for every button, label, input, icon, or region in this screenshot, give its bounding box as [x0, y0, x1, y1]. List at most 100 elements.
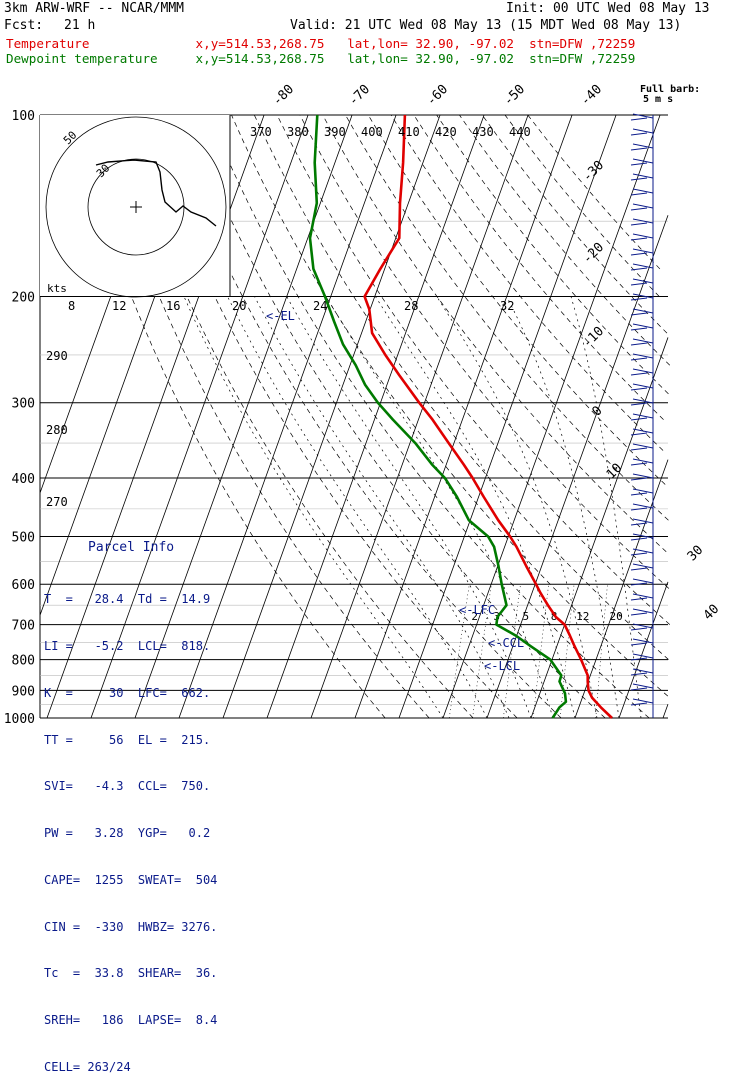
wind-barb — [630, 477, 648, 481]
wind-barb — [630, 162, 648, 166]
wind-barb — [632, 143, 654, 149]
isotherm-right-label: 40 — [701, 602, 723, 624]
isotherm-line — [398, 114, 617, 719]
pressure-tick-label: 100 — [12, 109, 35, 124]
isotherm-right-label: -30 — [580, 158, 607, 185]
dry-adiabat — [459, 114, 671, 366]
theta-label: 440 — [509, 125, 531, 139]
dry-adiabat — [322, 114, 667, 552]
wind-barb — [630, 642, 648, 646]
moist-adiabat — [183, 296, 444, 719]
forecast-label: Fcst: — [4, 18, 44, 33]
dry-adiabat — [117, 114, 474, 719]
wind-barb — [632, 563, 654, 569]
hodograph-speed-label: 8 — [68, 299, 75, 313]
pressure-tick-label: 500 — [12, 530, 35, 545]
wind-barb — [632, 308, 654, 314]
parcel-info-title: Parcel Info — [88, 540, 175, 555]
dry-adiabat — [231, 114, 669, 697]
mixing-ratio-label: 12 — [576, 610, 589, 623]
pressure-tick-label: 900 — [12, 684, 35, 699]
wind-barb — [630, 192, 648, 196]
wind-barb — [632, 293, 654, 299]
isotherm-line — [310, 114, 529, 719]
dry-adiabat — [345, 114, 669, 521]
wind-barb — [630, 222, 648, 226]
theta-label: 420 — [435, 125, 457, 139]
lcl-marker: <-LCL — [484, 659, 521, 673]
mixing-ratio-label: 20 — [610, 610, 623, 623]
theta-left-label: 290 — [46, 349, 68, 363]
dry-adiabat — [94, 114, 430, 719]
parcel-row: TT = 56 EL = 215. — [44, 732, 211, 747]
theta-label: 380 — [287, 125, 309, 139]
wind-barb — [630, 612, 648, 616]
el-marker: <-EL — [266, 309, 295, 323]
wind-barb — [630, 237, 648, 241]
pressure-tick-label: 400 — [12, 472, 35, 487]
wind-barb — [630, 312, 648, 316]
isotherm-top-label: -50 — [501, 82, 528, 109]
wind-barb — [632, 323, 654, 329]
hodograph-speed-label: 16 — [166, 299, 180, 313]
theta-left-label: 270 — [46, 495, 68, 509]
moist-adiabat — [436, 296, 598, 719]
wind-barb — [632, 518, 654, 524]
wind-barb — [632, 338, 654, 344]
wind-barb — [630, 522, 648, 526]
dry-adiabat — [140, 114, 518, 719]
mixing-ratio-line — [595, 584, 608, 719]
wind-barb — [632, 683, 654, 689]
temperature-profile — [363, 114, 613, 719]
wind-barb — [630, 252, 648, 256]
isotherm-top-label: -80 — [270, 82, 297, 109]
theta-label: 400 — [361, 125, 383, 139]
isotherm-right-label: -10 — [580, 324, 607, 351]
wind-barb — [632, 188, 654, 194]
dry-adiabat — [71, 114, 386, 719]
isotherm-line — [354, 114, 573, 719]
model-title: 3km ARW-WRF -- NCAR/MMM — [4, 1, 185, 16]
wind-barb — [630, 447, 648, 451]
wind-barb — [630, 537, 648, 541]
wind-barb — [630, 342, 648, 346]
wind-barb — [632, 248, 654, 254]
parcel-row: K = 30 LFC= 662. — [44, 685, 211, 700]
mixing-ratio-label: 5 — [523, 610, 530, 623]
moist-adiabat — [570, 296, 642, 719]
barb-scale-line1: Full barb: — [640, 84, 701, 95]
wind-barb — [630, 117, 648, 121]
temperature-legend: Temperature x,y=514.53,268.75 lat,lon= 3… — [6, 36, 636, 51]
isotherm-top-label: -40 — [578, 82, 605, 109]
pressure-tick-label: 1000 — [4, 712, 35, 727]
dewpoint-profile — [308, 114, 568, 719]
pressure-tick-label: 300 — [12, 397, 35, 412]
dry-adiabat — [185, 114, 606, 719]
wind-barb — [630, 132, 648, 136]
wind-barb — [632, 548, 654, 554]
dry-adiabat — [208, 114, 650, 719]
pressure-tick-label: 200 — [12, 291, 35, 306]
wind-barb — [632, 158, 654, 164]
lfc-marker: <-LFC — [459, 603, 496, 617]
wind-barb — [630, 387, 648, 391]
wind-barb — [630, 627, 648, 631]
wind-barb — [632, 383, 654, 389]
wind-barb — [630, 372, 648, 376]
wind-barb — [630, 297, 648, 301]
isotherm-top-label: -60 — [424, 82, 451, 109]
parcel-row: T = 28.4 Td = 14.9 — [44, 592, 211, 607]
wind-barb — [630, 507, 648, 511]
wind-barb — [632, 128, 654, 134]
pressure-tick-label: 800 — [12, 654, 35, 669]
wind-barb — [632, 263, 654, 269]
dry-adiabat — [527, 114, 661, 270]
wind-barb — [630, 567, 648, 571]
wind-barb — [630, 687, 648, 691]
wind-barb — [632, 608, 654, 614]
forecast-hour: 21 h — [64, 18, 96, 33]
wind-barb — [630, 402, 648, 406]
hodograph-kts-label: kts — [47, 282, 67, 295]
isotherm-right-label: 30 — [685, 543, 707, 565]
